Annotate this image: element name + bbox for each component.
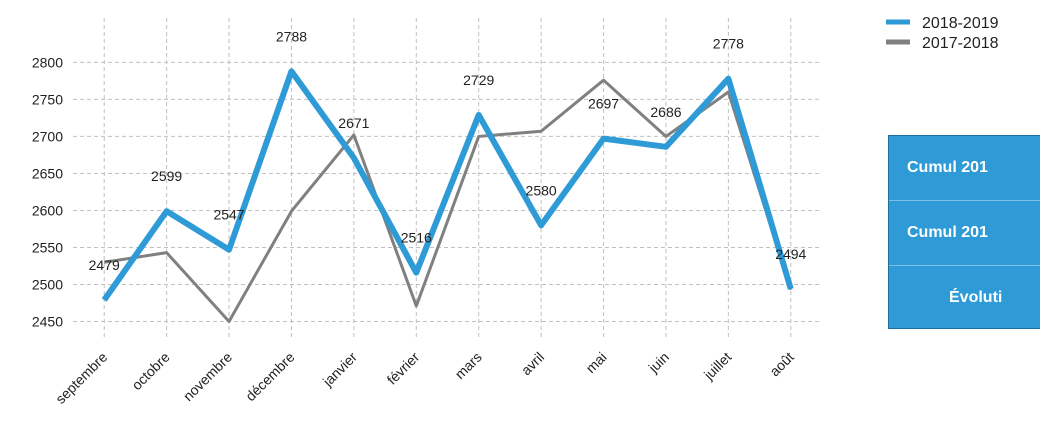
data-label: 2729 — [463, 72, 494, 88]
x-tick-label: août — [766, 349, 797, 380]
x-tick-label: février — [384, 349, 423, 388]
chart: 2450 2500 2550 2600 2650 2700 2750 2800 septembr… — [32, 18, 822, 407]
x-tick-label: janvier — [319, 349, 360, 390]
data-label: 2697 — [588, 96, 619, 112]
data-label: 2547 — [213, 207, 244, 223]
table-row: Évoluti — [949, 289, 1003, 306]
x-tick-label: juin — [645, 349, 672, 376]
data-label: 2494 — [775, 246, 806, 262]
x-tick-label: mars — [452, 349, 485, 382]
x-tick-label: novembre — [180, 349, 235, 404]
table-row: Cumul 201 — [889, 201, 1040, 266]
y-tick-label: 2500 — [32, 276, 63, 292]
x-tick-label: septembre — [52, 349, 110, 407]
data-label: 2516 — [401, 230, 432, 246]
data-label: 2479 — [89, 257, 120, 273]
series-line — [101, 68, 794, 302]
table-row: Cumul 201 — [889, 136, 1040, 201]
y-tick-label: 2650 — [32, 165, 63, 181]
x-tick-label: octobre — [128, 349, 172, 393]
data-label: 2788 — [276, 28, 307, 44]
legend-label: 2017-2018 — [922, 35, 999, 52]
data-label: 2671 — [338, 115, 369, 131]
y-tick-label: 2550 — [32, 239, 63, 255]
summary-table: Cumul 201 Cumul 201 Évoluti — [888, 135, 1040, 329]
y-tick-label: 2700 — [32, 128, 63, 144]
x-tick-label: décembre — [242, 349, 297, 404]
data-label: 2686 — [650, 104, 681, 120]
y-tick-label: 2800 — [32, 54, 63, 70]
y-tick-label: 2450 — [32, 313, 63, 329]
data-label: 2599 — [151, 168, 182, 184]
data-label: 2580 — [526, 182, 557, 198]
x-tick-label: avril — [518, 349, 547, 378]
x-tick-label: mai — [582, 349, 609, 376]
x-tick-label: juillet — [700, 349, 735, 384]
series-line — [103, 78, 793, 323]
legend-label: 2018-2019 — [922, 15, 999, 32]
y-tick-label: 2750 — [32, 91, 63, 107]
y-tick-label: 2600 — [32, 202, 63, 218]
data-label: 2778 — [713, 36, 744, 52]
legend: 2018-2019 2017-2018 — [886, 15, 999, 52]
